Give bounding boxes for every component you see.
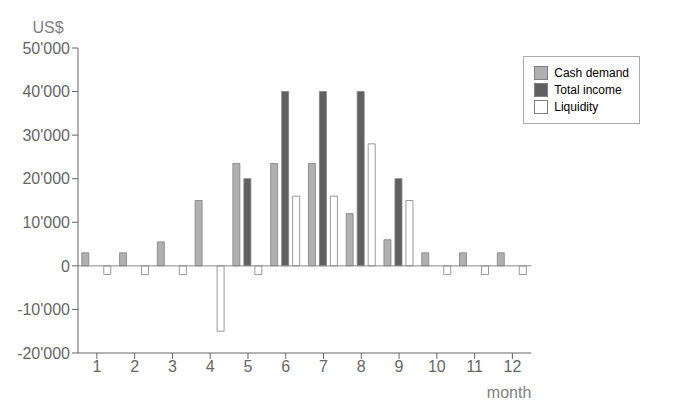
- svg-text:2: 2: [130, 358, 139, 375]
- svg-text:6: 6: [281, 358, 290, 375]
- svg-text:month: month: [487, 384, 531, 401]
- svg-text:3: 3: [168, 358, 177, 375]
- svg-text:11: 11: [466, 358, 483, 375]
- svg-text:0: 0: [61, 258, 70, 275]
- svg-text:40'000: 40'000: [22, 83, 70, 100]
- svg-text:-20'000: -20'000: [17, 345, 70, 362]
- svg-text:20'000: 20'000: [22, 170, 70, 187]
- svg-text:30'000: 30'000: [22, 127, 70, 144]
- svg-text:1: 1: [92, 358, 101, 375]
- svg-text:9: 9: [395, 358, 404, 375]
- html-text:Liquidity: Liquidity: [554, 100, 599, 114]
- svg-text:US$: US$: [32, 19, 63, 36]
- html-text:Cash demand: Cash demand: [554, 66, 629, 80]
- svg-text:7: 7: [319, 358, 328, 375]
- svg-text:-10'000: -10'000: [17, 301, 70, 318]
- svg-text:4: 4: [206, 358, 215, 375]
- svg-text:10: 10: [428, 358, 446, 375]
- svg-text:5: 5: [244, 358, 253, 375]
- svg-text:12: 12: [503, 358, 521, 375]
- svg-text:10'000: 10'000: [22, 214, 70, 231]
- svg-text:50'000: 50'000: [22, 40, 70, 57]
- svg-text:8: 8: [357, 358, 366, 375]
- html-text:Total income: Total income: [554, 83, 622, 97]
